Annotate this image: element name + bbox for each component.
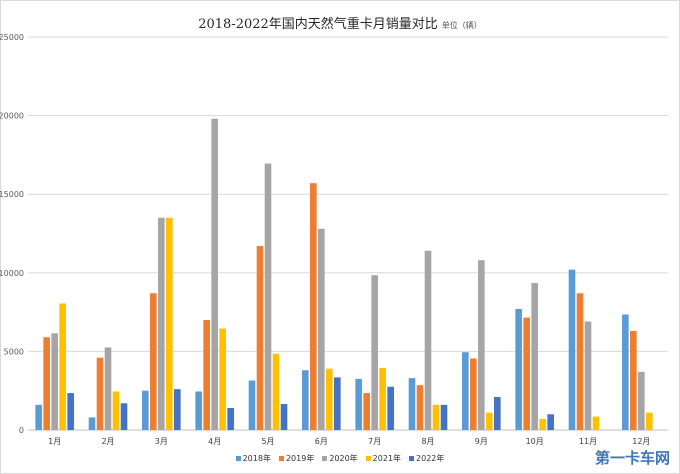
bar-2018年-10月: [515, 308, 522, 430]
bar-2018年-4月: [195, 391, 202, 430]
bar-2021年-12月: [646, 412, 653, 430]
bar-2018年-8月: [408, 378, 416, 430]
bar-2021年-6月: [326, 368, 333, 430]
legend-label: 2018年: [242, 454, 271, 463]
bar-2020年-3月: [158, 217, 165, 430]
bar-2021年-1月: [59, 303, 66, 430]
bar-2018年-3月: [142, 390, 149, 430]
bar-2020年-9月: [478, 260, 485, 430]
bar-2019年-10月: [523, 317, 530, 430]
legend-swatch: [365, 456, 371, 461]
x-tick-label: 5月: [261, 437, 274, 446]
y-tick-label: 0: [19, 426, 24, 435]
y-tick-label: 25000: [0, 33, 24, 42]
bar-2019年-2月: [96, 357, 104, 430]
bar-2019年-1月: [43, 337, 50, 430]
bar-2018年-6月: [302, 370, 309, 430]
bar-2022年-8月: [440, 404, 448, 430]
bar-2022年-3月: [174, 389, 181, 430]
bar-2022年-5月: [280, 404, 288, 430]
bar-2020年-5月: [264, 163, 272, 430]
bar-2020年-6月: [318, 228, 325, 430]
x-tick-label: 11月: [579, 437, 597, 446]
bar-2022年-7月: [387, 386, 394, 430]
bar-2021年-9月: [486, 412, 493, 430]
bar-2022年-10月: [547, 414, 554, 430]
bar-2021年-7月: [379, 367, 386, 430]
bar-2022年-1月: [67, 393, 74, 430]
bar-2020年-11月: [584, 321, 592, 430]
bar-2018年-5月: [248, 380, 256, 430]
bar-2020年-1月: [51, 333, 58, 430]
legend-swatch: [322, 456, 328, 461]
legend-label: 2022年: [416, 454, 445, 463]
bar-2018年-2月: [88, 417, 96, 430]
bar-2022年-2月: [120, 403, 128, 430]
bar-2021年-11月: [592, 416, 600, 430]
legend-label: 2019年: [285, 454, 315, 463]
bar-2018年-7月: [355, 378, 362, 430]
y-tick-label: 10000: [0, 269, 24, 278]
y-tick-label: 5000: [4, 347, 24, 356]
bar-2019年-8月: [416, 385, 424, 430]
legend-item: 2019年: [278, 453, 315, 464]
bar-2019年-11月: [576, 293, 584, 430]
bar-2022年-9月: [494, 396, 501, 430]
bar-2021年-5月: [272, 353, 280, 430]
bar-2020年-12月: [638, 371, 645, 430]
x-tick-label: 3月: [155, 437, 168, 446]
legend-swatch: [278, 456, 284, 461]
legend-item: 2022年: [409, 453, 444, 464]
x-tick-label: 8月: [421, 437, 434, 446]
bar-2018年-1月: [35, 404, 42, 430]
x-tick-label: 6月: [315, 437, 328, 446]
bar-2019年-5月: [256, 246, 264, 430]
x-tick-label: 1月: [48, 437, 61, 446]
bar-2020年-4月: [211, 118, 218, 430]
legend-item: 2018年: [235, 453, 271, 464]
bar-2020年-7月: [371, 275, 378, 430]
legend: 2018年 2019年 2020年 2021年 2022年: [0, 453, 680, 464]
bar-2019年-12月: [630, 330, 637, 430]
bar-2018年-9月: [462, 352, 469, 430]
bar-2020年-8月: [424, 250, 432, 430]
legend-label: 2020年: [329, 454, 358, 463]
bar-2021年-2月: [112, 391, 120, 430]
bar-2019年-7月: [363, 393, 370, 430]
bar-2019年-4月: [203, 319, 210, 430]
x-tick-label: 9月: [475, 437, 488, 446]
bar-2019年-6月: [310, 183, 317, 430]
y-tick-label: 20000: [0, 112, 24, 121]
y-tick-label: 15000: [0, 190, 24, 199]
bar-2021年-4月: [219, 328, 226, 430]
watermark-logo: 第一卡车网: [594, 449, 670, 467]
x-tick-label: 2月: [101, 437, 114, 446]
chart-title-text: 2018-2022年国内天然气重卡月销量对比: [198, 17, 438, 32]
bar-2021年-10月: [539, 418, 546, 430]
unit-label: 单位（辆）: [441, 21, 482, 30]
legend-item: 2021年: [365, 453, 402, 464]
bar-2020年-2月: [104, 347, 112, 430]
legend-label: 2021年: [372, 454, 402, 463]
x-tick-label: 10月: [526, 437, 544, 446]
bar-2018年-11月: [568, 269, 576, 430]
bar-2020年-10月: [531, 283, 538, 430]
bar-2021年-3月: [166, 217, 173, 430]
legend-swatch: [409, 456, 415, 461]
legend-swatch: [235, 456, 241, 461]
chart-title: 2018-2022年国内天然气重卡月销量对比 单位（辆）: [0, 13, 680, 32]
bar-2022年-4月: [227, 407, 234, 430]
legend-item: 2020年: [322, 453, 358, 464]
bar-2022年-6月: [334, 377, 341, 430]
bar-2018年-12月: [622, 314, 629, 430]
x-tick-label: 7月: [368, 437, 381, 446]
x-tick-label: 12月: [632, 437, 650, 446]
bar-2019年-9月: [470, 358, 477, 430]
bar-2021年-8月: [432, 404, 440, 430]
bar-2019年-3月: [150, 293, 157, 430]
x-tick-label: 4月: [208, 437, 221, 446]
